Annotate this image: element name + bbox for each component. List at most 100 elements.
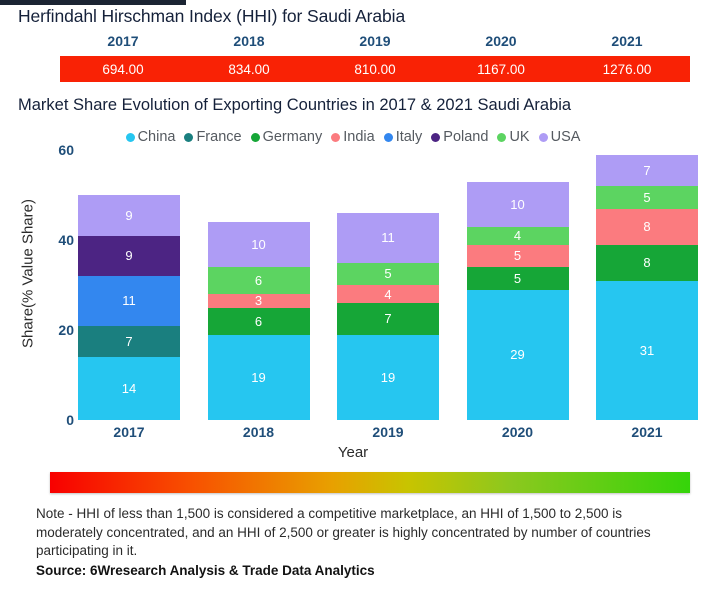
bar-segment-value-label: 5 — [643, 189, 651, 205]
bar-column-2017[interactable]: 14 7 11 9 9 — [78, 150, 180, 420]
legend-item-uk[interactable]: UK — [497, 129, 530, 145]
bar-column-2018[interactable]: 19 6 3 6 10 — [207, 150, 310, 420]
legend-label: Poland — [443, 129, 489, 145]
bar-stack: 19 6 3 6 10 — [207, 222, 310, 420]
legend-swatch-icon — [331, 132, 341, 142]
bar-segment-value-label: 7 — [643, 162, 651, 178]
legend-swatch-icon — [250, 132, 260, 142]
hhi-title: Herfindahl Hirschman Index (HHI) for Sau… — [18, 6, 406, 26]
hhi-year-label: 2017 — [107, 33, 139, 49]
top-edge-band — [0, 0, 186, 5]
hhi-value-row: 694.00 834.00 810.00 1167.00 1276.00 — [60, 56, 690, 82]
hhi-value: 834.00 — [228, 61, 270, 77]
legend-item-india[interactable]: India — [331, 129, 375, 145]
legend-swatch-icon — [383, 132, 393, 142]
hhi-year-label: 2019 — [359, 33, 391, 49]
legend-item-china[interactable]: China — [125, 129, 176, 145]
x-axis-title: Year — [337, 444, 369, 461]
chart-title: Market Share Evolution of Exporting Coun… — [18, 96, 572, 114]
bar-segment-value-label: 3 — [254, 294, 263, 308]
bar-segment-china[interactable]: 14 — [78, 357, 180, 420]
bar-stack: 14 7 11 9 9 — [78, 195, 180, 420]
bar-segment-usa[interactable]: 11 — [337, 213, 439, 263]
legend-swatch-icon — [497, 132, 507, 142]
bar-segment-uk[interactable]: 5 — [596, 186, 698, 209]
bar-segment-germany[interactable]: 8 — [596, 244, 698, 281]
bar-segment-india[interactable]: 3 — [207, 294, 310, 308]
bar-column-2020[interactable]: 29 5 5 4 10 — [466, 150, 569, 420]
bar-column-2019[interactable]: 19 7 4 5 11 — [337, 150, 439, 420]
plot-area: Share(% Value Share) 0 20 40 60 14 7 11 9 9 2017… — [0, 142, 706, 461]
hhi-value: 810.00 — [354, 61, 396, 77]
bar-segment-value-label: 19 — [380, 369, 396, 385]
y-axis-tick-label: 0 — [66, 412, 74, 428]
bar-segment-china[interactable]: 29 — [466, 289, 569, 420]
legend-item-usa[interactable]: USA — [538, 129, 581, 145]
bar-segment-germany[interactable]: 6 — [207, 307, 310, 335]
x-axis-tick-label: 2019 — [372, 424, 404, 440]
bar-segment-value-label: 7 — [125, 333, 133, 349]
footer-note: Note - HHI of less than 1,500 is conside… — [36, 506, 651, 558]
y-axis-tick-label: 20 — [58, 322, 74, 338]
bar-segment-poland[interactable]: 9 — [78, 235, 180, 276]
hhi-year-label: 2020 — [485, 33, 517, 49]
bar-segment-uk[interactable]: 4 — [466, 226, 569, 245]
bar-segment-value-label: 10 — [510, 196, 525, 212]
bar-segment-value-label: 8 — [643, 255, 651, 270]
legend-label: USA — [550, 129, 581, 145]
y-axis-tick-label: 40 — [58, 232, 74, 248]
bar-segment-india[interactable]: 8 — [596, 208, 698, 245]
bar-segment-value-label: 6 — [254, 273, 263, 288]
x-axis-tick-label: 2017 — [113, 424, 145, 440]
bar-segment-value-label: 5 — [384, 266, 392, 282]
bar-segment-france[interactable]: 7 — [78, 325, 180, 357]
bar-segment-india[interactable]: 5 — [466, 244, 569, 267]
bar-segment-china[interactable]: 19 — [337, 334, 439, 420]
legend-label: Germany — [262, 129, 323, 145]
bar-segment-value-label: 5 — [513, 270, 522, 286]
hhi-year-label: 2021 — [611, 33, 643, 49]
legend-swatch-icon — [125, 132, 135, 142]
bar-segment-usa[interactable]: 10 — [466, 181, 569, 227]
hhi-year-label: 2018 — [233, 33, 265, 49]
bar-segment-value-label: 5 — [513, 248, 522, 264]
bar-stack: 31 8 8 5 7 — [596, 154, 698, 420]
x-axis-tick-label: 2020 — [501, 424, 534, 440]
legend-label: UK — [509, 129, 530, 145]
bar-segment-value-label: 9 — [125, 248, 133, 264]
legend-item-germany[interactable]: Germany — [250, 129, 323, 145]
bar-segment-usa[interactable]: 7 — [596, 154, 698, 186]
bar-segment-value-label: 4 — [384, 286, 392, 302]
legend-label: China — [137, 129, 176, 145]
bar-segment-germany[interactable]: 7 — [337, 303, 439, 335]
x-axis-tick-label: 2021 — [631, 424, 663, 440]
bar-segment-india[interactable]: 4 — [337, 285, 439, 303]
bar-segment-usa[interactable]: 9 — [78, 195, 180, 236]
bar-segment-value-label: 14 — [121, 381, 137, 396]
hhi-value: 694.00 — [102, 61, 144, 77]
bar-segment-value-label: 31 — [639, 342, 655, 358]
footer-source: Source: 6Wresearch Analysis & Trade Data… — [36, 563, 375, 578]
hhi-value: 1276.00 — [602, 61, 652, 77]
hhi-gradient-scale — [50, 472, 690, 493]
legend-label: Italy — [395, 129, 423, 145]
bar-segment-usa[interactable]: 10 — [207, 222, 310, 267]
legend-item-italy[interactable]: Italy — [383, 129, 423, 145]
bar-segment-uk[interactable]: 6 — [207, 267, 310, 294]
bar-segment-china[interactable]: 31 — [596, 280, 698, 420]
legend-swatch-icon — [538, 132, 548, 142]
chart-legend: China France Germany India Italy Poland UK USA — [0, 129, 706, 145]
bar-segment-uk[interactable]: 5 — [337, 262, 439, 285]
bar-segment-italy[interactable]: 11 — [78, 276, 180, 326]
bar-segment-value-label: 6 — [254, 313, 263, 329]
legend-item-france[interactable]: France — [184, 129, 242, 145]
bar-column-2021[interactable]: 31 8 8 5 7 — [596, 150, 698, 420]
legend-item-poland[interactable]: Poland — [431, 129, 488, 145]
x-axis-tick-label: 2018 — [242, 424, 275, 440]
bar-segment-value-label: 7 — [384, 311, 392, 327]
bar-segment-germany[interactable]: 5 — [466, 267, 569, 290]
legend-swatch-icon — [184, 132, 194, 142]
legend-label: India — [343, 129, 375, 145]
bar-segment-value-label: 9 — [125, 207, 133, 223]
bar-segment-china[interactable]: 19 — [207, 334, 310, 420]
